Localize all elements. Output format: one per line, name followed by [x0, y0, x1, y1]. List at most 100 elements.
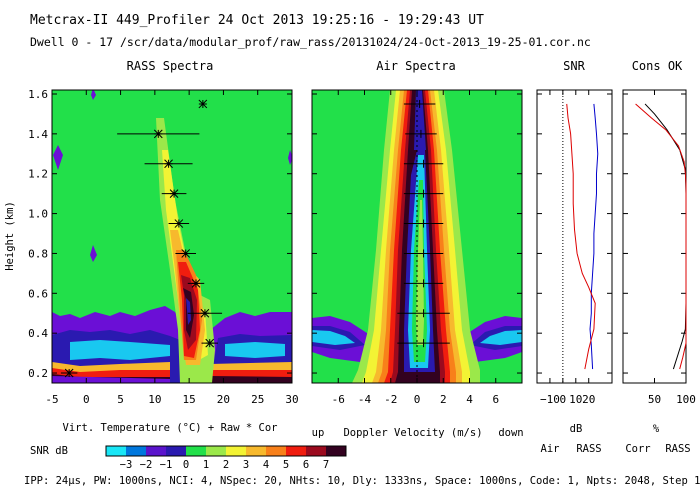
- air-xtick-label: -2: [384, 393, 397, 406]
- colorbar-tick-label: 5: [283, 459, 289, 471]
- cons-lines: [635, 103, 687, 370]
- rass-cor-marker: [164, 159, 173, 169]
- colorbar-swatch: [246, 446, 266, 456]
- snr-xtick-label: 20: [582, 393, 595, 406]
- colorbar-tick-label: −3: [120, 459, 133, 471]
- rass-profile-markers: [60, 99, 223, 378]
- air-profile-markers: [397, 99, 450, 348]
- cons-x-label: %: [653, 423, 660, 435]
- snr-legend-air: Air: [541, 443, 560, 455]
- colorbar-swatch: [106, 446, 126, 456]
- cons-legend-corr: Corr: [625, 443, 650, 455]
- snr-xtick-label: 10: [569, 393, 582, 406]
- colorbar-swatch: [206, 446, 226, 456]
- air-panel-title: Air Spectra: [376, 59, 455, 73]
- air-xtick-label: -6: [332, 393, 345, 406]
- air-xtick-label: 4: [466, 393, 473, 406]
- cons-panel: 50 100 % Corr RASS: [622, 89, 696, 455]
- colorbar-swatch: [266, 446, 286, 456]
- air-x-label-down: down: [498, 427, 523, 439]
- rass-xtick-label: 20: [217, 393, 230, 406]
- air-axes: -6 -4 -2 0 2 4 6: [312, 90, 522, 406]
- rass-cor-marker: [200, 308, 210, 318]
- footer-params: IPP: 24μs, PW: 1000ns, NCI: 4, NSpec: 20…: [24, 475, 700, 487]
- air-xtick-label: -4: [358, 393, 372, 406]
- air-xtick-label: 6: [492, 393, 499, 406]
- rass-ytick-label: 0.2: [28, 367, 48, 380]
- colorbar-tick-label: 3: [243, 459, 249, 471]
- air-x-label: Doppler Velocity (m/s): [343, 427, 482, 439]
- height-y-label: Height (km): [4, 201, 16, 271]
- cons-legend-rass: RASS: [665, 443, 690, 455]
- snr-xtick-label: −10: [540, 393, 560, 406]
- colorbar-tick-label: 0: [183, 459, 189, 471]
- rass-x-label: Virt. Temperature (°C) + Raw * Cor: [63, 422, 278, 434]
- rass-xtick-label: 5: [117, 393, 124, 406]
- rass-heatmap: [52, 90, 292, 383]
- colorbar-swatches: [105, 445, 347, 457]
- rass-ytick-label: 0.6: [28, 287, 48, 300]
- snr-lines: [566, 103, 599, 370]
- colorbar-ticks: −3 −2 −1 0 1 2 3 4 5 6 7: [120, 459, 329, 471]
- rass-xtick-label: 15: [183, 393, 196, 406]
- cons-axes: 50 100: [623, 90, 696, 406]
- rass-cor-marker: [181, 249, 191, 258]
- rass-xtick-label: -5: [45, 393, 58, 406]
- cons-line-corr: [644, 103, 687, 370]
- colorbar-frame: [105, 445, 347, 457]
- snr-axes: −10 0 10 20: [537, 90, 612, 406]
- colorbar-swatch: [126, 446, 146, 456]
- rass-xtick-label: 30: [285, 393, 298, 406]
- snr-colorbar: SNR dB −3 −2 −1 0 1 2 3 4 5 6 7: [30, 445, 347, 471]
- colorbar-swatch: [186, 446, 206, 456]
- header-line2: Dwell 0 - 17 /scr/data/modular_prof/raw_…: [30, 35, 591, 49]
- rass-ytick-label: 1.0: [28, 208, 48, 221]
- rass-ytick-label: 1.2: [28, 168, 48, 181]
- snr-xtick-label: 0: [560, 393, 567, 406]
- colorbar-swatch: [226, 446, 246, 456]
- rass-cor-marker: [174, 219, 184, 228]
- snr-panel: −10 0 10 20 dB Air RASS: [536, 89, 613, 455]
- rass-ytick-label: 0.4: [28, 327, 48, 340]
- snr-line-rass: [566, 103, 596, 370]
- air-x-label-up: up: [312, 427, 325, 439]
- rass-cor-marker: [153, 129, 163, 139]
- colorbar-label: SNR dB: [30, 445, 68, 457]
- colorbar-swatch: [286, 446, 306, 456]
- colorbar-tick-label: 1: [203, 459, 209, 471]
- cons-xtick-label: 100: [676, 393, 696, 406]
- snr-x-label: dB: [570, 423, 583, 435]
- rass-cor-marker: [198, 99, 208, 109]
- cons-xtick-label: 50: [648, 393, 661, 406]
- rass-cor-marker: [169, 189, 179, 198]
- colorbar-tick-label: 7: [323, 459, 329, 471]
- colorbar-swatch: [326, 446, 346, 456]
- colorbar-swatch: [146, 446, 166, 456]
- colorbar-swatch: [306, 446, 326, 456]
- snr-panel-title: SNR: [563, 59, 585, 73]
- air-xtick-label: 0: [414, 393, 421, 406]
- rass-axes: -5 0 5 10 15 20 25 30 0.2 0.4 0.6 0.8 1.0 1.2 1.4 1.6: [28, 88, 299, 406]
- rass-ytick-label: 1.4: [28, 128, 48, 141]
- rass-xtick-label: 10: [148, 393, 161, 406]
- cons-line-rass: [635, 103, 687, 370]
- rass-ytick-label: 0.8: [28, 247, 48, 260]
- air-xtick-label: 2: [440, 393, 447, 406]
- rass-xtick-label: 0: [83, 393, 90, 406]
- rass-cor-marker: [205, 338, 215, 348]
- snr-legend-rass: RASS: [576, 443, 601, 455]
- colorbar-tick-label: 6: [303, 459, 309, 471]
- header-line1: Metcrax-II 449_Profiler 24 Oct 2013 19:2…: [30, 13, 484, 28]
- snr-line-air: [589, 103, 599, 370]
- rass-panel-title: RASS Spectra: [127, 59, 214, 73]
- colorbar-tick-label: −2: [140, 459, 153, 471]
- rass-xtick-label: 25: [251, 393, 264, 406]
- colorbar-swatch: [166, 446, 186, 456]
- colorbar-tick-label: 4: [263, 459, 269, 471]
- air-panel: -6 -4 -2 0 2 4 6 up Doppler Velocity (m/s) dow…: [311, 89, 524, 439]
- rass-panel: -5 0 5 10 15 20 25 30 0.2 0.4 0.6 0.8 1.0 1.2 1.4 1.6 V…: [4, 88, 299, 434]
- colorbar-tick-label: 2: [223, 459, 229, 471]
- rass-ytick-label: 1.6: [28, 88, 48, 101]
- rass-cor-marker: [64, 368, 74, 378]
